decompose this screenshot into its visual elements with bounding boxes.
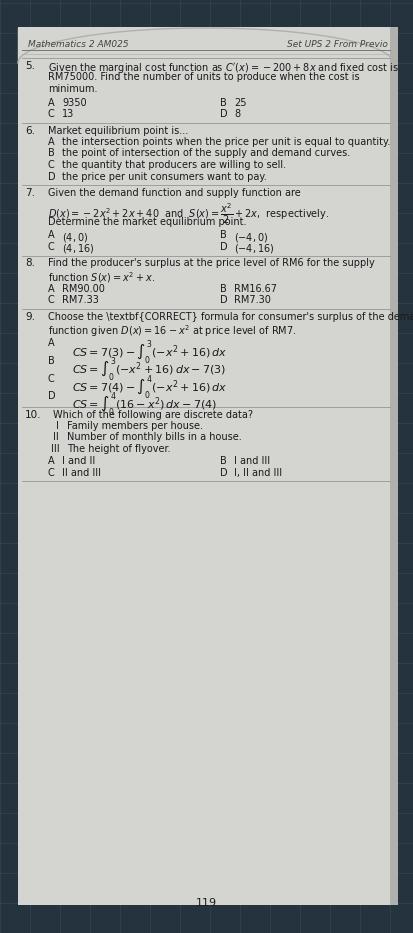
Text: $(-4,0)$: $(-4,0)$	[234, 230, 268, 244]
Text: A: A	[48, 137, 55, 147]
Text: $(4,0)$: $(4,0)$	[62, 230, 88, 244]
Text: C: C	[48, 160, 55, 170]
Text: $CS=7(3)-\int_0^{3}(-x^2+16)\,dx$: $CS=7(3)-\int_0^{3}(-x^2+16)\,dx$	[72, 339, 227, 367]
Text: A: A	[48, 284, 55, 294]
Text: D: D	[48, 391, 56, 401]
Text: the quantity that producers are willing to sell.: the quantity that producers are willing …	[62, 160, 286, 170]
Text: C: C	[48, 373, 55, 383]
Text: D: D	[220, 468, 228, 478]
Text: I: I	[56, 421, 59, 431]
Text: 5.: 5.	[25, 61, 35, 71]
Text: 8: 8	[234, 109, 240, 119]
Text: 10.: 10.	[25, 410, 41, 420]
Text: function given $D(x)=16-x^2$ at price level of RM7.: function given $D(x)=16-x^2$ at price le…	[48, 323, 297, 339]
Text: I and II: I and II	[62, 456, 95, 466]
Text: B: B	[48, 356, 55, 366]
Text: II and III: II and III	[62, 468, 101, 478]
Text: Family members per house.: Family members per house.	[67, 421, 203, 431]
Text: Mathematics 2 AM025: Mathematics 2 AM025	[28, 40, 128, 49]
Text: D: D	[48, 172, 56, 182]
Text: A: A	[48, 339, 55, 349]
Text: 7.: 7.	[25, 188, 35, 198]
Text: C: C	[48, 109, 55, 119]
Text: the intersection points when the price per unit is equal to quantity.: the intersection points when the price p…	[62, 137, 390, 147]
Text: $CS=\int_0^{4}(16-x^2)\,dx-7(4)$: $CS=\int_0^{4}(16-x^2)\,dx-7(4)$	[72, 391, 217, 420]
Text: Given the marginal cost function as $C'(x)=-200+8x$ and fixed cost is: Given the marginal cost function as $C'(…	[48, 61, 399, 75]
Text: $D(x)=-2x^2+2x+40$  and  $S(x)=\dfrac{x^2}{2}+2x$,  respectively.: $D(x)=-2x^2+2x+40$ and $S(x)=\dfrac{x^2}…	[48, 202, 329, 227]
Text: D: D	[220, 109, 228, 119]
Text: C: C	[48, 468, 55, 478]
Text: B: B	[220, 98, 227, 107]
Text: 119: 119	[195, 898, 216, 908]
Text: function $S(x)=x^2+x$.: function $S(x)=x^2+x$.	[48, 270, 155, 285]
Text: Given the demand function and supply function are: Given the demand function and supply fun…	[48, 188, 301, 198]
Text: II: II	[53, 433, 59, 442]
Text: Market equilibrium point is...: Market equilibrium point is...	[48, 126, 188, 135]
Text: D: D	[220, 295, 228, 305]
Bar	[390, 27, 398, 905]
Text: 6.: 6.	[25, 126, 35, 135]
Text: RM7.30: RM7.30	[234, 295, 271, 305]
Text: $CS=\int_0^{3}(-x^2+16)\,dx-7(3)$: $CS=\int_0^{3}(-x^2+16)\,dx-7(3)$	[72, 356, 226, 384]
Text: minimum.: minimum.	[48, 84, 97, 94]
Text: 25: 25	[234, 98, 247, 107]
Text: 9350: 9350	[62, 98, 87, 107]
Text: D: D	[220, 242, 228, 252]
Text: $CS=7(4)-\int_0^{4}(-x^2+16)\,dx$: $CS=7(4)-\int_0^{4}(-x^2+16)\,dx$	[72, 373, 227, 402]
Text: $(-4,16)$: $(-4,16)$	[234, 242, 275, 255]
Text: the point of intersection of the supply and demand curves.: the point of intersection of the supply …	[62, 148, 350, 159]
Text: III: III	[51, 444, 59, 454]
Text: I and III: I and III	[234, 456, 270, 466]
Text: Find the producer's surplus at the price level of RM6 for the supply: Find the producer's surplus at the price…	[48, 258, 375, 269]
Text: Determine the market equilibrium point.: Determine the market equilibrium point.	[48, 217, 247, 227]
Text: B: B	[220, 284, 227, 294]
Text: Set UPS 2 From Previo: Set UPS 2 From Previo	[287, 40, 388, 49]
Text: Number of monthly bills in a house.: Number of monthly bills in a house.	[67, 433, 242, 442]
Text: RM90.00: RM90.00	[62, 284, 105, 294]
Text: B: B	[220, 230, 227, 241]
Text: $(4,16)$: $(4,16)$	[62, 242, 94, 255]
Text: the price per unit consumers want to pay.: the price per unit consumers want to pay…	[62, 172, 267, 182]
Text: 13: 13	[62, 109, 74, 119]
Text: Choose the \textbf{CORRECT} formula for consumer's surplus of the demand: Choose the \textbf{CORRECT} formula for …	[48, 312, 413, 322]
Text: RM16.67: RM16.67	[234, 284, 277, 294]
Text: A: A	[48, 98, 55, 107]
Text: 9.: 9.	[25, 312, 35, 322]
Text: A: A	[48, 230, 55, 241]
Text: B: B	[48, 148, 55, 159]
Text: 8.: 8.	[25, 258, 35, 269]
Text: A: A	[48, 456, 55, 466]
Text: C: C	[48, 242, 55, 252]
Text: RM75000. Find the number of units to produce when the cost is: RM75000. Find the number of units to pro…	[48, 73, 360, 82]
Text: I, II and III: I, II and III	[234, 468, 282, 478]
Text: The height of flyover.: The height of flyover.	[67, 444, 171, 454]
Text: B: B	[220, 456, 227, 466]
Text: C: C	[48, 295, 55, 305]
Text: Which of the following are discrete data?: Which of the following are discrete data…	[53, 410, 253, 420]
Text: RM7.33: RM7.33	[62, 295, 99, 305]
